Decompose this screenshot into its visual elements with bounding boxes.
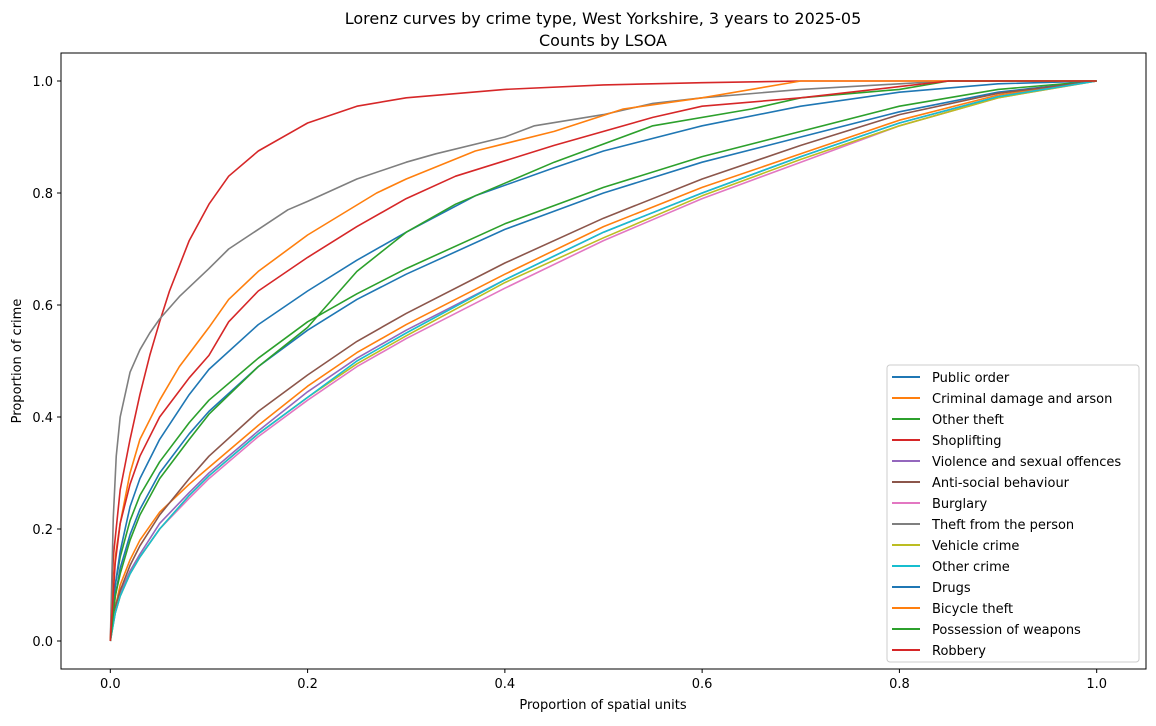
series-line-criminal-damage-and-arson	[109, 80, 1097, 642]
series-line-robbery	[109, 80, 1097, 642]
series-line-public-order	[109, 80, 1097, 642]
chart-title: Lorenz curves by crime type, West Yorksh…	[345, 9, 862, 28]
legend-label: Robbery	[932, 644, 986, 659]
legend-label: Drugs	[932, 581, 971, 596]
y-axis: 0.0 0.2 0.4 0.6 0.8 1.0	[32, 75, 61, 650]
x-tick-label: 0.0	[100, 677, 121, 692]
legend: Public order Criminal damage and arson Oth…	[886, 364, 1140, 663]
series-line-drugs	[109, 80, 1097, 642]
series-line-other-theft	[109, 80, 1097, 642]
legend-label: Bicycle theft	[932, 602, 1013, 617]
legend-label: Public order	[932, 371, 1010, 386]
legend-label: Violence and sexual offences	[932, 455, 1121, 470]
legend-label: Other theft	[932, 413, 1004, 428]
y-tick-label: 1.0	[32, 75, 53, 90]
y-tick-label: 0.2	[32, 523, 53, 538]
y-tick-label: 0.8	[32, 187, 53, 202]
legend-box	[886, 364, 1140, 663]
x-tick-label: 0.6	[692, 677, 713, 692]
y-tick-label: 0.0	[32, 635, 53, 650]
legend-label: Criminal damage and arson	[932, 392, 1112, 407]
x-axis-label: Proportion of spatial units	[519, 698, 686, 713]
chart-subtitle: Counts by LSOA	[539, 31, 667, 50]
legend-label: Burglary	[932, 497, 987, 512]
legend-label: Vehicle crime	[932, 539, 1019, 554]
x-tick-label: 1.0	[1086, 677, 1107, 692]
legend-label: Shoplifting	[932, 434, 1001, 449]
series-lines	[109, 80, 1097, 642]
legend-label: Theft from the person	[931, 518, 1074, 533]
series-line-shoplifting	[109, 80, 1097, 642]
x-tick-label: 0.4	[495, 677, 516, 692]
legend-label: Other crime	[932, 560, 1010, 575]
x-tick-label: 0.8	[889, 677, 910, 692]
series-line-anti-social-behaviour	[109, 80, 1097, 642]
legend-label: Anti-social behaviour	[932, 476, 1070, 491]
series-line-possession-of-weapons	[109, 80, 1097, 642]
series-line-bicycle-theft	[109, 80, 1097, 642]
y-axis-label: Proportion of crime	[10, 299, 25, 424]
legend-label: Possession of weapons	[932, 623, 1081, 638]
y-tick-label: 0.4	[32, 411, 53, 426]
y-tick-label: 0.6	[32, 299, 53, 314]
series-line-other-crime	[109, 80, 1097, 642]
x-axis: 0.0 0.2 0.4 0.6 0.8 1.0	[100, 669, 1107, 692]
x-tick-label: 0.2	[297, 677, 318, 692]
